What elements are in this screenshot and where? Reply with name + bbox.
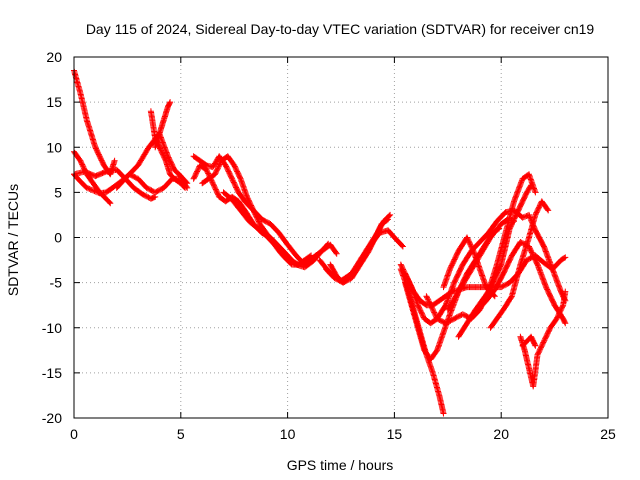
y-tick-label: 15: [46, 94, 62, 110]
y-tick-label: 10: [46, 139, 62, 155]
series-trace-14: [327, 211, 394, 286]
axis-ticks: 0 5 10 15 20 25 20 15 10 5 0 -5 -10 -15 -20: [42, 49, 616, 442]
plus-markers: [152, 99, 174, 151]
series-trace-20: [444, 216, 517, 313]
series-trace-23: [455, 182, 535, 340]
chart-title: Day 115 of 2024, Sidereal Day-to-day VTE…: [86, 21, 595, 37]
series-trace-26: [519, 333, 539, 349]
y-tick-label: 0: [54, 230, 62, 246]
plus-markers: [327, 211, 394, 286]
x-tick-label: 5: [177, 426, 185, 442]
plus-markers: [220, 189, 302, 268]
plus-markers: [440, 234, 498, 300]
series-trace-17: [402, 207, 569, 327]
x-tick-label: 15: [387, 426, 403, 442]
x-tick-label: 25: [600, 426, 616, 442]
x-tick-label: 10: [280, 426, 296, 442]
series-trace-7: [152, 99, 174, 151]
grid-lines: [74, 57, 608, 418]
series-trace-11: [220, 189, 302, 268]
plus-markers: [455, 182, 535, 340]
plus-markers: [444, 216, 517, 313]
y-tick-label: -10: [42, 320, 62, 336]
plus-markers: [519, 333, 539, 349]
plus-markers: [517, 288, 569, 390]
y-tick-label: -15: [42, 365, 62, 381]
x-tick-label: 20: [493, 426, 509, 442]
y-axis-label: SDTVAR / TECUs: [5, 184, 21, 296]
y-tick-label: -5: [50, 275, 63, 291]
plus-markers: [487, 198, 552, 331]
y-tick-label: 5: [54, 184, 62, 200]
series-trace-24: [487, 198, 552, 331]
y-tick-label: -20: [42, 410, 62, 426]
series-trace-25: [517, 288, 569, 390]
series-trace-22: [440, 234, 498, 300]
y-tick-label: 20: [46, 49, 62, 65]
x-tick-label: 0: [70, 426, 78, 442]
plus-markers: [402, 207, 569, 327]
x-axis-label: GPS time / hours: [287, 457, 394, 473]
data-points: [71, 67, 569, 417]
